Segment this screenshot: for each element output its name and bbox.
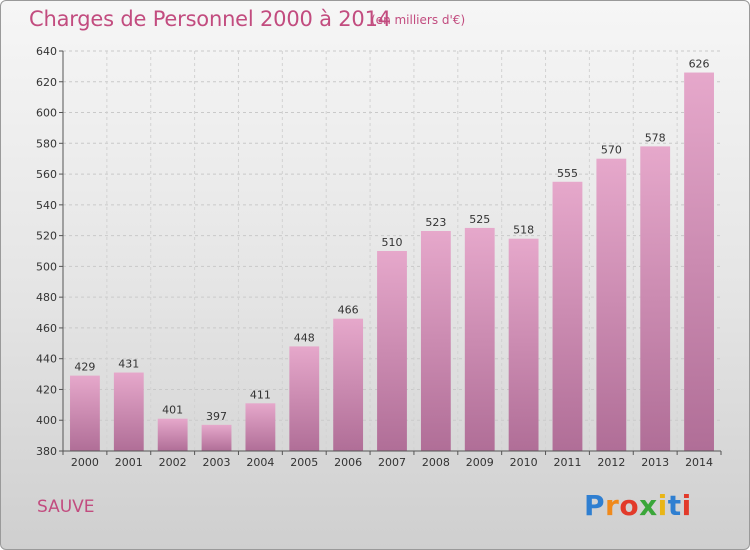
y-tick-label: 620 [36,76,57,89]
bar-value-label: 578 [645,131,666,144]
logo-letter: r [605,489,620,522]
bar [420,231,451,451]
y-tick-label: 540 [36,199,57,212]
y-tick-label: 520 [36,230,57,243]
y-tick-label: 600 [36,107,57,120]
bar [70,375,100,451]
y-tick-label: 500 [36,260,57,273]
x-tick-label: 2003 [203,456,231,469]
bar-value-label: 397 [206,410,227,423]
logo-letter: i [681,489,692,522]
bar [377,251,407,451]
y-tick-label: 580 [36,137,57,150]
y-tick-label: 480 [36,291,57,304]
x-tick-label: 2010 [510,456,538,469]
bar [245,403,276,451]
bar-value-label: 525 [469,213,490,226]
x-tick-label: 2008 [422,456,450,469]
logo-letter: o [619,489,640,522]
logo-letter: t [667,489,682,522]
y-tick-label: 460 [36,322,57,335]
bar [333,318,364,451]
x-tick-label: 2000 [71,456,99,469]
bar [508,238,539,451]
chart-title: Charges de Personnel 2000 à 2014 [29,7,391,31]
logo-letter: i [657,489,668,522]
bar-value-label: 570 [601,144,622,157]
y-tick-label: 640 [36,45,57,58]
bar [464,227,495,451]
bar-value-label: 429 [74,361,95,374]
proxiti-logo: Proxiti [584,489,692,522]
x-tick-label: 2006 [334,456,362,469]
axes: 380 400 420 440 460 480 500 520 540 560 580 600 620 6… [36,45,722,469]
bar-value-label: 555 [557,167,578,180]
bar-value-label: 466 [338,304,359,317]
x-tick-label: 2005 [290,456,318,469]
bar [640,146,671,451]
bar [113,372,144,451]
bar-value-label: 431 [118,358,139,371]
x-tick-label: 2013 [641,456,669,469]
x-tick-label: 2001 [115,456,143,469]
y-tick-label: 420 [36,383,57,396]
bar [596,158,627,451]
location-label: SAUVE [37,497,95,517]
bar [157,418,188,451]
y-tick-label: 440 [36,353,57,366]
logo-letter: x [639,489,658,522]
x-tick-label: 2012 [597,456,625,469]
bars: 429 431 401 397 411 448 466 510 523 525 518 555 570 5… [70,58,714,452]
bar-value-label: 518 [513,224,534,237]
bar [684,72,714,452]
y-tick-label: 400 [36,414,57,427]
x-tick-label: 2004 [246,456,274,469]
x-tick-label: 2002 [159,456,187,469]
bar [552,181,583,451]
bar [201,424,232,451]
bar-value-label: 411 [250,388,271,401]
x-tick-label: 2007 [378,456,406,469]
bar [289,346,320,451]
x-tick-label: 2009 [466,456,494,469]
logo-letter: P [584,489,606,522]
bar-value-label: 626 [689,58,710,71]
x-tick-label: 2014 [685,456,713,469]
bar-value-label: 448 [294,331,315,344]
bar-value-label: 510 [382,236,403,249]
y-tick-label: 380 [36,445,57,458]
x-tick-label: 2011 [553,456,581,469]
bar-value-label: 523 [425,216,446,229]
y-tick-label: 560 [36,168,57,181]
bar-value-label: 401 [162,404,183,417]
chart-subtitle: (en milliers d'€) [371,13,466,27]
